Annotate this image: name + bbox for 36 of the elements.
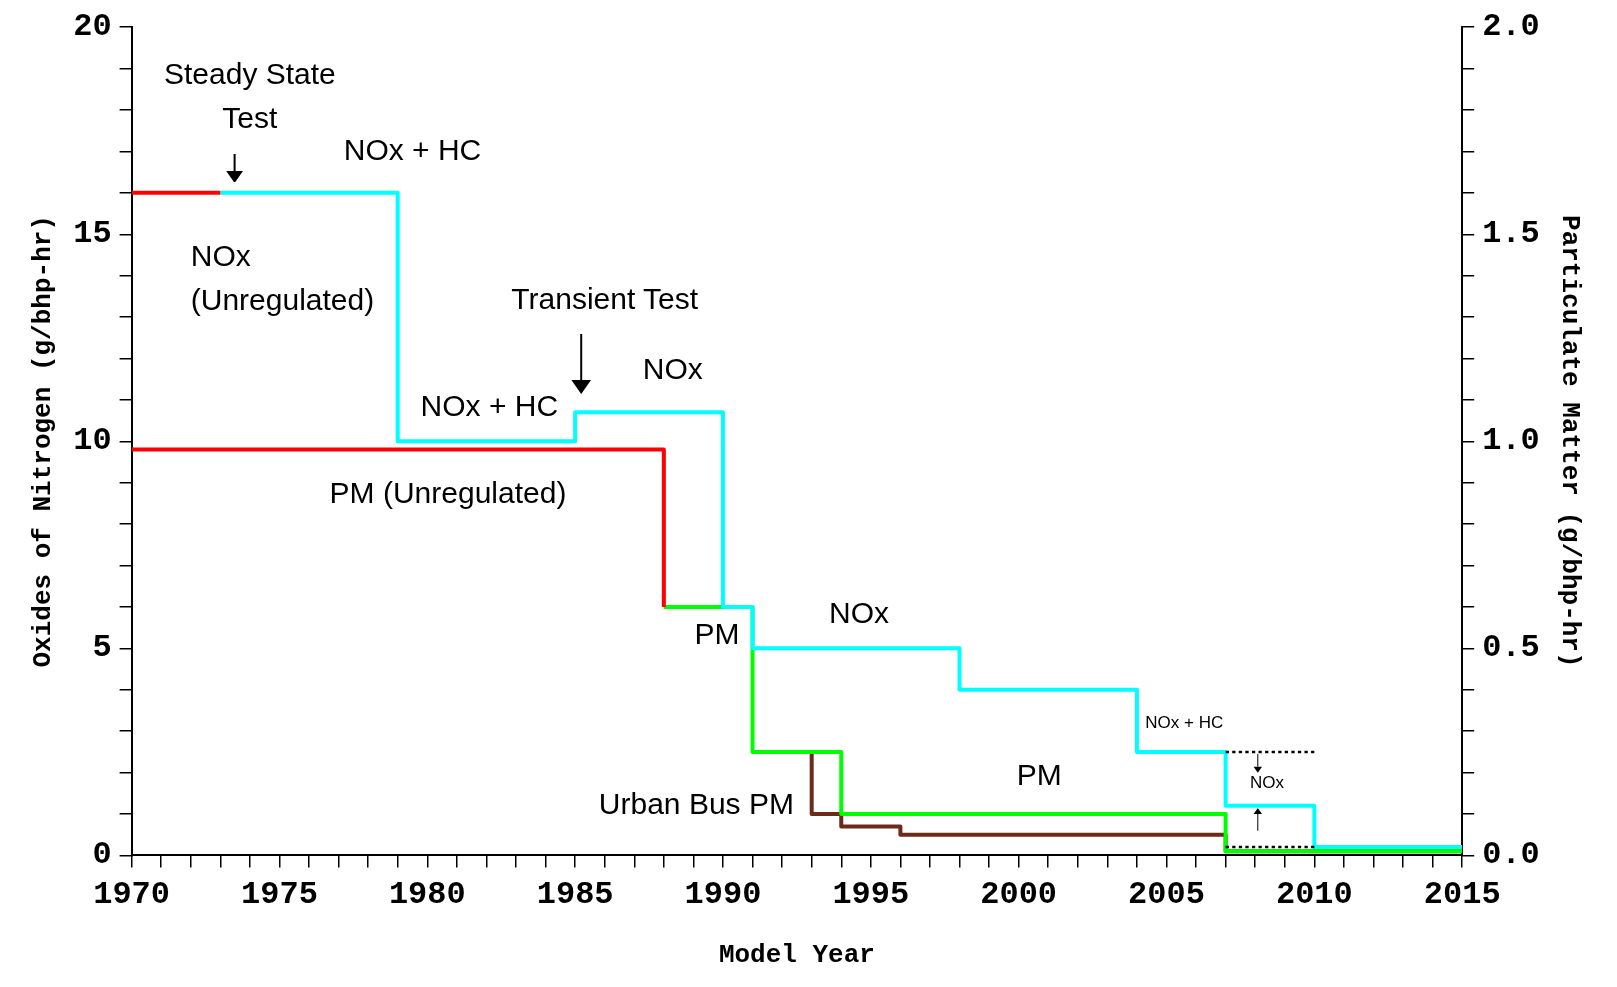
- annotation: NOx + HC: [343, 132, 482, 166]
- annotation: PM: [1016, 757, 1062, 791]
- x-tick-label: 2000: [980, 875, 1058, 913]
- y2-tick-label: 0.5: [1482, 629, 1540, 667]
- x-tick-label: 1980: [388, 875, 466, 913]
- y-tick-label: 5: [92, 629, 112, 667]
- y-tick-label: 15: [73, 215, 112, 253]
- annotation: Transient Test: [511, 281, 699, 315]
- y2-tick-label: 1.0: [1482, 422, 1540, 460]
- y2-axis-title: Particulate Matter (g/bhp-hr): [1554, 215, 1585, 668]
- y2-tick-label: 2.0: [1482, 8, 1540, 46]
- annotation: NOx + HC: [1145, 712, 1224, 732]
- annotation: NOx: [642, 352, 703, 386]
- annotation: Urban Bus PM: [598, 786, 794, 820]
- y2-tick-label: 0.0: [1482, 836, 1540, 874]
- annotation: PM: [694, 617, 740, 651]
- x-axis-title: Model Year: [718, 939, 875, 970]
- x-tick-label: 1985: [536, 875, 614, 913]
- x-tick-label: 1990: [684, 875, 762, 913]
- annotation: Steady State Test: [163, 57, 336, 134]
- x-tick-label: 2010: [1275, 875, 1353, 913]
- y-tick-label: 10: [73, 422, 112, 460]
- annotation: NOx (Unregulated): [190, 239, 375, 316]
- y-tick-label: 0: [92, 836, 112, 874]
- x-tick-label: 1975: [241, 875, 318, 913]
- y-tick-label: 20: [73, 8, 112, 46]
- x-tick-label: 2015: [1423, 875, 1501, 913]
- annotation: NOx: [828, 596, 889, 630]
- y2-tick-label: 1.5: [1482, 215, 1540, 253]
- x-tick-label: 2005: [1128, 875, 1205, 913]
- x-tick-label: 1995: [832, 875, 910, 913]
- annotation: NOx + HC: [420, 389, 559, 423]
- annotation: NOx: [1250, 772, 1285, 792]
- annotation: PM (Unregulated): [329, 476, 567, 510]
- x-tick-label: 1970: [93, 875, 171, 913]
- y-axis-title: Oxides of Nitrogen (g/bhp-hr): [28, 215, 59, 668]
